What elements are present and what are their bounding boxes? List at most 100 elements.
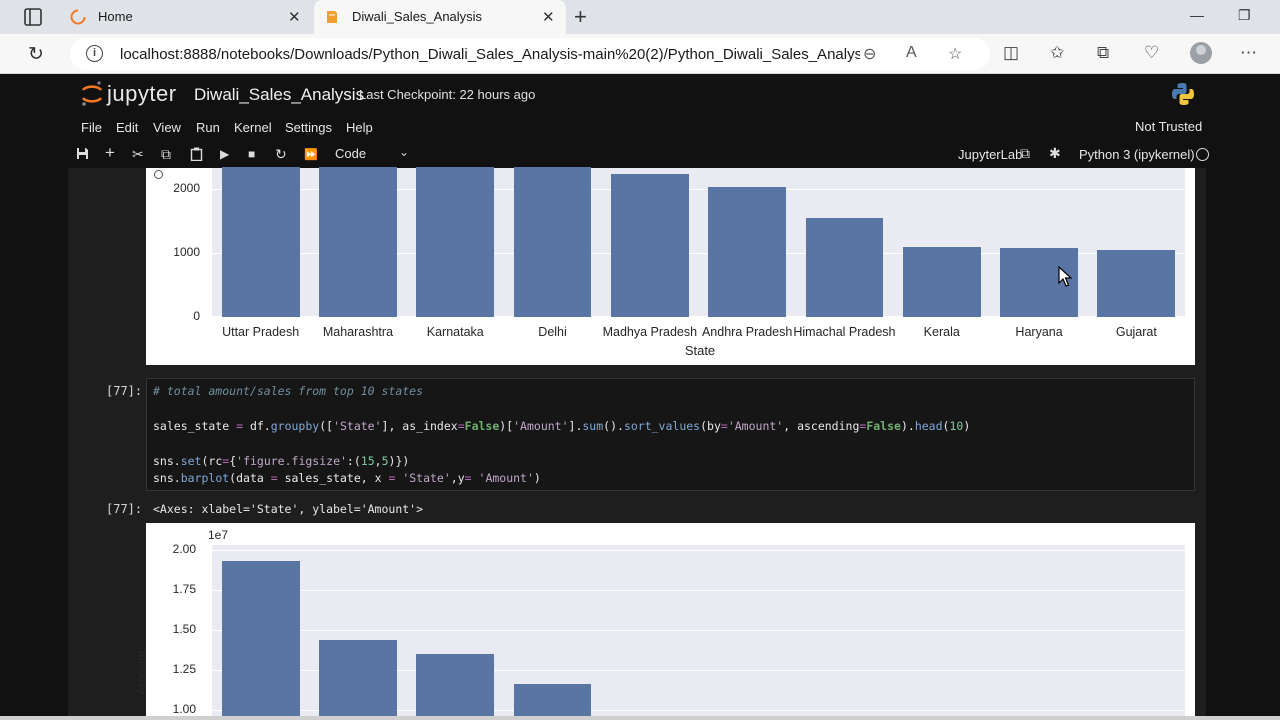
y-tick-label: 1.00 [172,702,196,716]
tab-title: Home [98,9,133,24]
y-tick-label: 2000 [173,181,200,195]
split-screen-icon[interactable]: ◫ [1003,43,1020,62]
browser-tab-strip: Home ✕ Diwali_Sales_Analysis ✕ + — ❐ [0,0,1280,34]
run-icon[interactable]: ▶ [220,147,230,161]
menu-view[interactable]: View [153,120,181,135]
chevron-down-icon[interactable]: ⌄ [399,145,410,159]
notebook-toolbar: + ✂ ⧉ ▶ ■ ↻ ⏩ Code ⌄ JupyterLab ⧉ ✱ Pyth… [0,141,1280,168]
code-line: sns.set(rc={'figure.figsize':(15,5)}) [153,454,410,468]
more-menu-icon[interactable]: ⋯ [1240,43,1257,62]
x-tick-label: Madhya Pradesh [602,325,698,339]
output-text: <Axes: xlabel='State', ylabel='Amount'> [153,502,424,516]
gridline [212,630,1185,631]
notebook-tab-icon [327,11,337,23]
bar-karnataka [416,654,495,720]
bar-uttar-pradesh [221,561,300,720]
add-cell-icon[interactable]: + [105,143,115,162]
x-tick-label: Delhi [538,325,567,339]
close-tab-icon[interactable]: ✕ [288,9,301,26]
cut-icon[interactable]: ✂ [132,146,144,162]
checkpoint-status: Last Checkpoint: 22 hours ago [359,87,536,102]
code-cell[interactable]: # total amount/sales from top 10 states … [146,378,1195,491]
loading-icon [70,9,86,25]
menu-file[interactable]: File [81,120,102,135]
gridline [212,189,1185,190]
menu-settings[interactable]: Settings [285,120,332,135]
copy-icon[interactable]: ⧉ [161,146,171,162]
new-tab-icon[interactable]: + [574,4,587,29]
restart-run-all-icon[interactable]: ⏩ [304,149,318,161]
bar-delhi [513,684,592,720]
gridline [212,590,1185,591]
read-aloud-icon[interactable]: A [906,44,917,61]
menu-kernel[interactable]: Kernel [234,120,272,135]
restart-kernel-icon[interactable]: ↻ [275,146,287,162]
trust-status[interactable]: Not Trusted [1135,119,1203,134]
menu-run[interactable]: Run [196,120,220,135]
offset-marker-icon [154,170,163,179]
bar-delhi [513,166,592,317]
favorite-star-icon[interactable]: ☆ [948,46,963,63]
url-text[interactable]: localhost:8888/notebooks/Downloads/Pytho… [120,46,860,63]
external-link-icon[interactable]: ⧉ [1020,145,1030,161]
bar-madhya-pradesh [610,174,689,317]
x-tick-label: Maharashtra [322,325,394,339]
cell-type-select[interactable]: Code [335,146,367,161]
bar-uttar-pradesh [221,166,300,317]
paste-icon[interactable] [190,147,203,161]
reload-icon[interactable]: ↻ [28,44,44,65]
tab-actions-icon[interactable] [22,7,44,27]
x-axis-label: State [684,343,716,358]
gridline [212,550,1185,551]
code-comment: # total amount/sales from top 10 states [153,384,423,398]
bar-andhra-pradesh [708,187,787,317]
stop-icon[interactable]: ■ [248,147,256,161]
output-prompt: [77]: [106,502,143,516]
zoom-icon[interactable]: ⊖ [863,46,877,63]
gridline [212,253,1185,254]
notebook-name[interactable]: Diwali_Sales_Analysis [194,85,365,104]
favorites-icon[interactable]: ✩ [1050,43,1065,62]
jupyter-header: jupyter Diwali_Sales_Analysis Last Check… [0,74,1280,114]
site-info-icon[interactable]: i [86,45,103,62]
close-tab-icon[interactable]: ✕ [542,9,555,26]
gridline [212,317,1185,318]
minimize-icon[interactable]: — [1190,7,1204,23]
gridline [212,670,1185,671]
y-tick-label: 0 [193,309,200,323]
tab-notebook[interactable]: Diwali_Sales_Analysis ✕ [314,0,566,34]
y-tick-label: 1.50 [172,622,196,636]
bar-kerala [902,246,981,317]
x-tick-label: Kerala [923,325,960,339]
code-line: sales_state = df.groupby(['State'], as_i… [153,419,971,433]
x-tick-label: Gujarat [1115,325,1157,339]
bar-himachal-pradesh [805,218,884,317]
collections-icon[interactable]: ⧉ [1097,43,1110,62]
jupyterlab-link[interactable]: JupyterLab [958,147,1023,162]
python-logo-icon [1172,83,1194,105]
bottom-scrollbar[interactable] [0,716,1280,720]
x-tick-label: Andhra Pradesh [701,325,793,339]
tab-title: Diwali_Sales_Analysis [352,9,483,24]
x-tick-label: Haryana [1015,325,1063,339]
jupyter-logo-icon[interactable] [80,80,104,108]
code-line: sns.barplot(data = sales_state, x = 'Sta… [153,471,541,485]
mouse-cursor-icon [1058,266,1072,287]
address-bar: ↻ i localhost:8888/notebooks/Downloads/P… [0,34,1280,74]
profile-avatar[interactable] [1190,42,1212,64]
kernel-name[interactable]: Python 3 (ipykernel) [1079,147,1195,162]
save-icon[interactable] [76,147,89,160]
menu-edit[interactable]: Edit [116,120,139,135]
tab-home[interactable]: Home ✕ [60,0,312,34]
kernel-status-icon [1196,148,1209,161]
y-axis-label: Amount [134,650,149,695]
menu-help[interactable]: Help [346,120,373,135]
restore-icon[interactable]: ❐ [1238,7,1251,23]
url-field[interactable]: i localhost:8888/notebooks/Downloads/Pyt… [70,38,990,70]
x-tick-label: Uttar Pradesh [222,325,300,339]
browser-essentials-icon[interactable]: ♡ [1144,43,1160,62]
debugger-icon[interactable]: ✱ [1049,145,1061,161]
input-prompt: [77]: [106,384,143,398]
bar-chart-state-count: State 0 1000 2000 Uttar Pradesh Maharashtra K… [146,166,1195,365]
x-tick-label: Himachal Pradesh [793,325,896,339]
